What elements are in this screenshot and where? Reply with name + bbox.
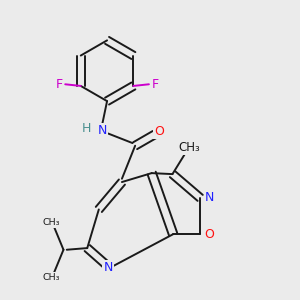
Text: F: F: [56, 78, 63, 91]
Text: O: O: [205, 228, 214, 241]
Text: H: H: [82, 122, 91, 135]
Text: CH₃: CH₃: [42, 218, 60, 227]
Text: CH₃: CH₃: [178, 141, 200, 154]
Text: CH₃: CH₃: [42, 273, 60, 282]
Text: F: F: [151, 78, 158, 91]
Text: N: N: [103, 261, 113, 274]
Text: N: N: [205, 191, 214, 204]
Text: O: O: [154, 125, 164, 138]
Text: N: N: [98, 124, 107, 137]
